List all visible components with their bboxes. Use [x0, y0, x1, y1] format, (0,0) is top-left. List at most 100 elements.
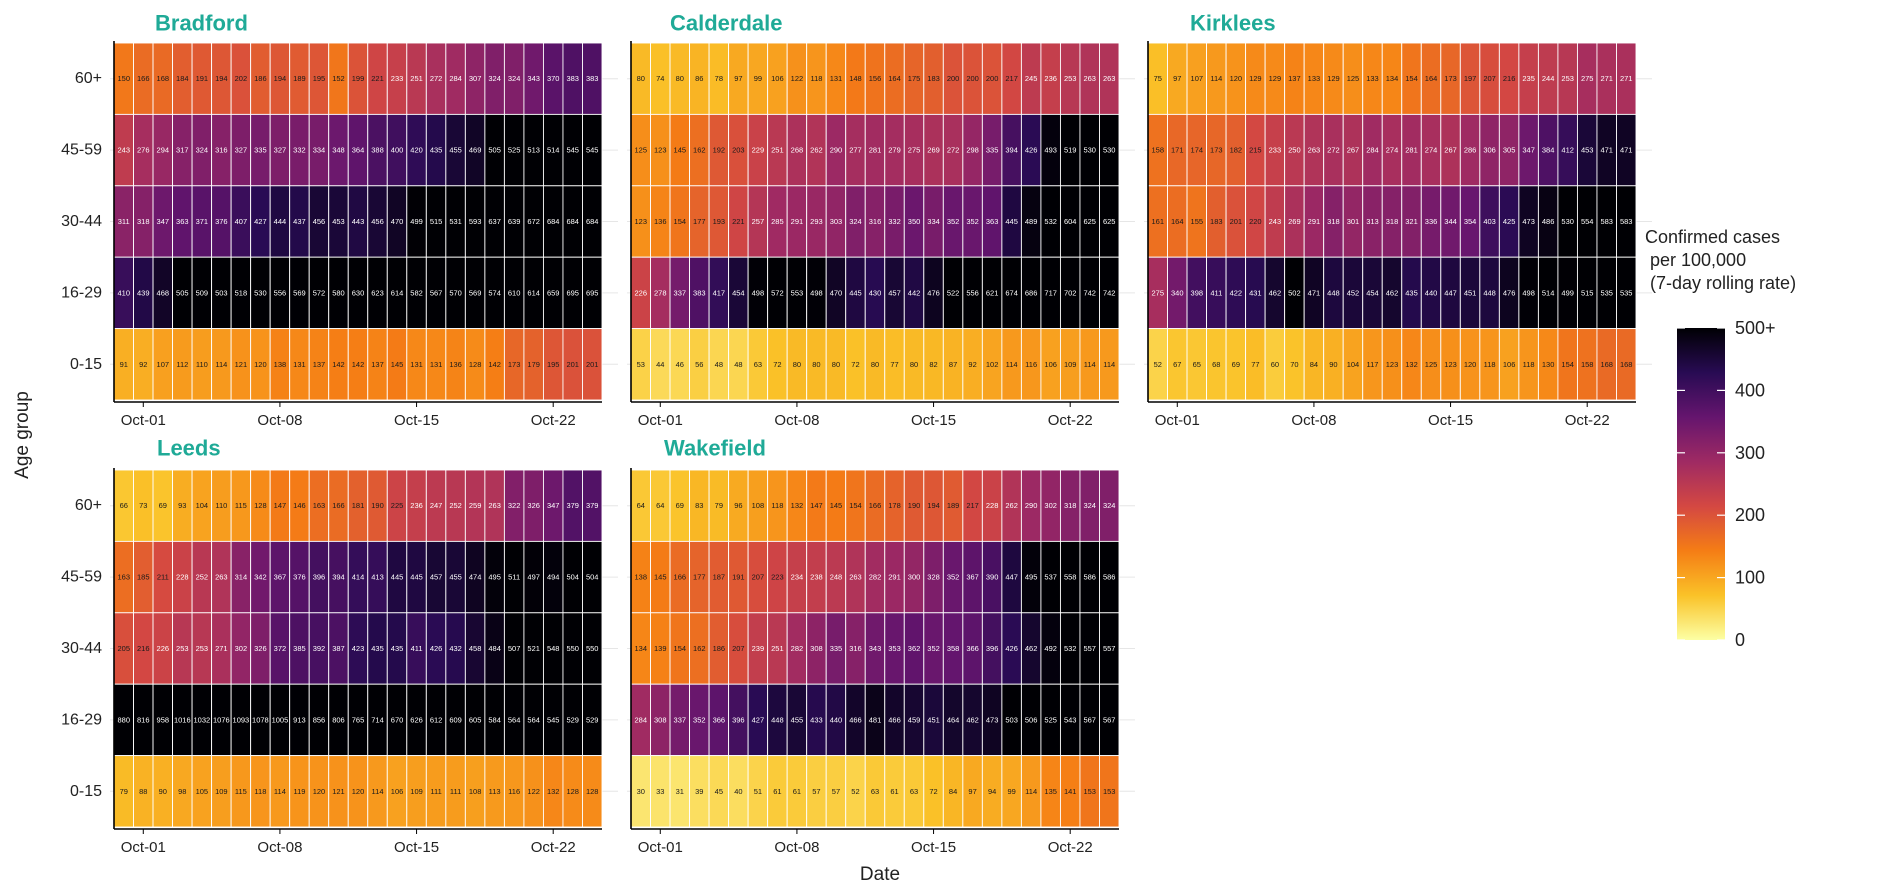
- cell-label-bradford-16-29-17: 570: [449, 288, 462, 297]
- cell-label-leeds-0-15-20: 116: [508, 787, 520, 796]
- cell-label-calderdale-30-44-4: 193: [713, 217, 726, 226]
- legend-tick-400: 400: [1735, 380, 1765, 400]
- cell-label-kirklees-60--14: 164: [1425, 74, 1438, 83]
- cell-label-bradford-0-15-13: 137: [371, 360, 384, 369]
- panel-title-bradford: Bradford: [155, 11, 248, 36]
- cell-label-bradford-60--24: 383: [586, 74, 599, 83]
- cell-label-kirklees-30-44-10: 301: [1347, 217, 1360, 226]
- cell-label-wakefield-16-29-0: 284: [635, 715, 648, 724]
- cell-label-wakefield-60--19: 262: [1005, 501, 1018, 510]
- cell-label-calderdale-0-15-22: 109: [1064, 360, 1077, 369]
- cell-label-leeds-30-44-1: 216: [137, 644, 150, 653]
- cell-label-leeds-30-44-15: 411: [411, 644, 423, 653]
- cell-label-calderdale-0-15-2: 46: [676, 360, 684, 369]
- cell-wakefield-0-15-24: [1099, 755, 1120, 828]
- cell-label-kirklees-60--18: 216: [1503, 74, 1516, 83]
- cell-label-leeds-0-15-11: 121: [332, 787, 345, 796]
- cell-label-leeds-16-29-20: 564: [508, 715, 521, 724]
- cell-label-calderdale-30-44-5: 221: [732, 217, 745, 226]
- cell-label-kirklees-16-29-3: 411: [1210, 288, 1222, 297]
- cell-label-leeds-16-29-11: 806: [332, 715, 345, 724]
- cell-label-leeds-30-44-5: 271: [215, 644, 228, 653]
- cell-label-kirklees-60--8: 133: [1308, 74, 1321, 83]
- cell-label-leeds-0-15-23: 128: [566, 787, 579, 796]
- cell-label-leeds-30-44-20: 507: [508, 644, 521, 653]
- cell-label-wakefield-0-15-12: 63: [871, 787, 879, 796]
- cell-label-calderdale-16-29-10: 470: [830, 288, 843, 297]
- cell-label-kirklees-16-29-19: 498: [1522, 288, 1535, 297]
- cell-label-bradford-45-59-3: 317: [176, 146, 189, 155]
- cell-label-leeds-30-44-24: 550: [586, 644, 599, 653]
- cell-label-leeds-60--16: 247: [430, 501, 443, 510]
- cell-label-wakefield-60--24: 324: [1103, 501, 1116, 510]
- cell-label-leeds-60--7: 128: [254, 501, 267, 510]
- cell-label-kirklees-30-44-6: 243: [1269, 217, 1282, 226]
- cell-label-leeds-0-15-22: 132: [547, 787, 560, 796]
- cell-label-kirklees-0-15-4: 69: [1232, 360, 1240, 369]
- panel-title-calderdale: Calderdale: [670, 11, 783, 36]
- cell-label-calderdale-30-44-0: 123: [635, 217, 648, 226]
- cell-label-bradford-16-29-18: 569: [469, 288, 482, 297]
- x-tick-calderdale-oct-15: Oct-15: [911, 412, 956, 429]
- cell-label-bradford-16-29-13: 623: [371, 288, 384, 297]
- cell-label-kirklees-30-44-7: 269: [1288, 217, 1301, 226]
- cell-label-kirklees-45-59-16: 286: [1464, 146, 1477, 155]
- cell-label-leeds-16-29-3: 1016: [174, 715, 191, 724]
- cell-label-kirklees-60--19: 235: [1522, 74, 1535, 83]
- cell-label-leeds-0-15-24: 128: [586, 787, 599, 796]
- cell-label-calderdale-0-15-5: 48: [734, 360, 742, 369]
- cell-label-calderdale-45-59-0: 125: [635, 146, 648, 155]
- cell-label-calderdale-30-44-23: 625: [1083, 217, 1096, 226]
- cell-label-wakefield-60--1: 64: [656, 501, 664, 510]
- cell-label-wakefield-30-44-3: 162: [693, 644, 706, 653]
- cell-label-leeds-45-59-6: 314: [235, 573, 248, 582]
- cell-label-wakefield-45-59-18: 390: [986, 573, 999, 582]
- cell-label-leeds-60--18: 259: [469, 501, 482, 510]
- cell-label-kirklees-45-59-10: 267: [1347, 146, 1360, 155]
- x-tick-calderdale-oct-01: Oct-01: [638, 412, 683, 429]
- cell-label-kirklees-45-59-6: 233: [1269, 146, 1282, 155]
- cell-label-bradford-45-59-15: 420: [410, 146, 423, 155]
- cell-label-kirklees-60--11: 133: [1366, 74, 1379, 83]
- cell-label-leeds-45-59-22: 494: [547, 573, 560, 582]
- cell-label-kirklees-30-44-14: 336: [1425, 217, 1438, 226]
- cell-label-bradford-30-44-24: 684: [586, 217, 599, 226]
- x-tick-calderdale-oct-08: Oct-08: [774, 412, 819, 429]
- cell-label-kirklees-16-29-17: 448: [1483, 288, 1496, 297]
- cell-label-wakefield-16-29-18: 473: [986, 715, 999, 724]
- cell-label-calderdale-45-59-1: 123: [654, 146, 667, 155]
- cell-label-bradford-30-44-21: 672: [527, 217, 540, 226]
- cell-label-calderdale-0-15-1: 44: [656, 360, 664, 369]
- cell-leeds-0-15-24: [582, 755, 603, 828]
- x-tick-kirklees-oct-15: Oct-15: [1428, 412, 1473, 429]
- cell-label-leeds-16-29-15: 626: [410, 715, 423, 724]
- cell-label-kirklees-30-44-4: 201: [1230, 217, 1243, 226]
- cell-label-kirklees-45-59-15: 267: [1444, 146, 1457, 155]
- cell-label-leeds-0-15-9: 119: [293, 787, 305, 796]
- cell-label-bradford-30-44-9: 437: [293, 217, 306, 226]
- cell-label-bradford-16-29-15: 582: [410, 288, 423, 297]
- cell-label-bradford-45-59-7: 335: [254, 146, 267, 155]
- cell-label-leeds-60--10: 163: [313, 501, 326, 510]
- cell-label-leeds-45-59-12: 414: [352, 573, 365, 582]
- cell-label-bradford-0-15-20: 173: [508, 360, 521, 369]
- cell-label-bradford-0-15-5: 114: [215, 360, 227, 369]
- cell-label-calderdale-60--21: 236: [1044, 74, 1057, 83]
- x-tick-wakefield-oct-01: Oct-01: [638, 839, 683, 856]
- cell-label-kirklees-60--13: 154: [1405, 74, 1418, 83]
- cell-label-bradford-45-59-4: 324: [196, 146, 209, 155]
- cell-label-calderdale-0-15-4: 48: [715, 360, 723, 369]
- cell-label-calderdale-16-29-11: 445: [849, 288, 862, 297]
- cell-label-kirklees-0-15-12: 123: [1386, 360, 1399, 369]
- cell-label-calderdale-16-29-9: 498: [810, 288, 823, 297]
- cell-label-bradford-16-29-4: 509: [196, 288, 209, 297]
- cell-label-calderdale-16-29-6: 498: [752, 288, 765, 297]
- cell-label-bradford-30-44-15: 499: [410, 217, 423, 226]
- cell-label-wakefield-0-15-13: 61: [890, 787, 898, 796]
- cell-label-calderdale-16-29-14: 442: [908, 288, 921, 297]
- cell-label-wakefield-16-29-1: 308: [654, 715, 667, 724]
- cell-label-kirklees-45-59-24: 471: [1620, 146, 1633, 155]
- cell-label-leeds-30-44-21: 521: [527, 644, 540, 653]
- cell-label-kirklees-0-15-7: 70: [1290, 360, 1298, 369]
- cell-label-calderdale-0-15-10: 80: [832, 360, 840, 369]
